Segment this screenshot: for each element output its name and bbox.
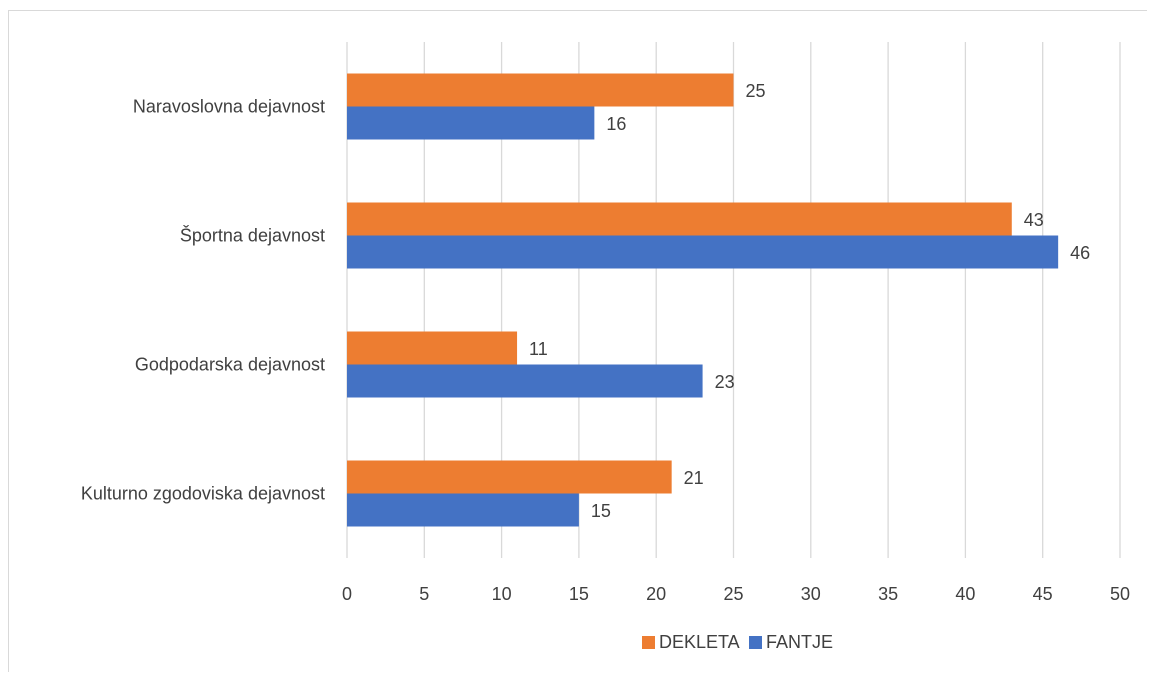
- x-tick-label: 20: [646, 584, 666, 604]
- legend-swatch: [749, 636, 762, 649]
- data-label: 16: [606, 114, 626, 134]
- bar-fantje: [347, 364, 703, 398]
- chart-frame: [8, 10, 1147, 672]
- bar-fantje: [347, 493, 579, 527]
- x-tick-label: 35: [878, 584, 898, 604]
- data-label: 11: [529, 339, 548, 359]
- bar-fantje: [347, 106, 595, 140]
- bar-dekleta: [347, 331, 518, 365]
- x-tick-label: 15: [569, 584, 589, 604]
- bar-dekleta: [347, 460, 672, 494]
- data-label: 15: [591, 501, 611, 521]
- x-tick-label: 45: [1033, 584, 1053, 604]
- data-labels: 25 16 43 46 11 23 21 15: [529, 81, 1090, 521]
- bar-fantje: [347, 235, 1059, 269]
- legend-label: FANTJE: [766, 632, 833, 652]
- data-label: 43: [1024, 210, 1044, 230]
- bar-dekleta: [347, 73, 734, 107]
- bar-dekleta: [347, 202, 1012, 236]
- data-label: 25: [746, 81, 766, 101]
- x-tick-label: 5: [419, 584, 429, 604]
- data-label: 21: [684, 468, 704, 488]
- x-tick-label: 30: [801, 584, 821, 604]
- x-tick-label: 50: [1110, 584, 1130, 604]
- data-label: 23: [715, 372, 735, 392]
- category-label: Naravoslovna dejavnost: [133, 97, 325, 117]
- category-label: Godpodarska dejavnost: [135, 355, 325, 375]
- x-tick-label: 25: [723, 584, 743, 604]
- category-label: Kulturno zgodoviska dejavnost: [81, 484, 325, 504]
- legend-item-fantje: FANTJE: [749, 632, 833, 652]
- x-tick-label: 10: [492, 584, 512, 604]
- category-labels: Naravoslovna dejavnost Športna dejavnost G…: [81, 97, 325, 504]
- legend-swatch: [642, 636, 655, 649]
- bars: [347, 73, 1059, 527]
- data-label: 46: [1070, 243, 1090, 263]
- legend-label: DEKLETA: [659, 632, 740, 652]
- legend: DEKLETA FANTJE: [642, 632, 833, 652]
- category-label: Športna dejavnost: [180, 225, 325, 246]
- x-tick-label: 40: [955, 584, 975, 604]
- legend-item-dekleta: DEKLETA: [642, 632, 740, 652]
- x-tick-label: 0: [342, 584, 352, 604]
- x-tick-labels: 0 5 10 15 20 25 30 35 40 45 50: [342, 584, 1130, 604]
